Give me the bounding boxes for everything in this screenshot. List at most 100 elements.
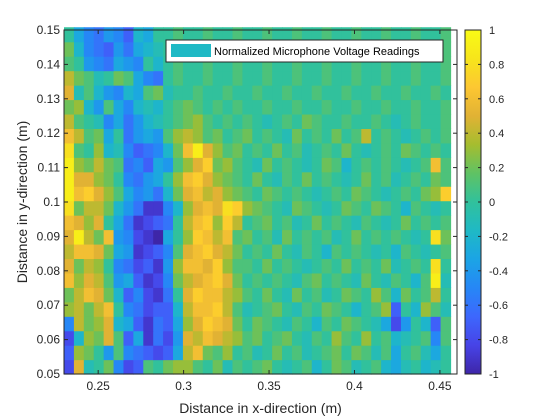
heatmap-cell <box>103 56 115 72</box>
heatmap-cell <box>192 142 204 158</box>
heatmap-cell <box>212 215 224 231</box>
heatmap-cell <box>400 258 412 274</box>
heatmap-cell <box>143 85 154 101</box>
x-tick-label: 0.3 <box>175 379 192 393</box>
heatmap-cell <box>133 243 144 260</box>
heatmap-cell <box>123 128 134 144</box>
heatmap-cell <box>331 171 343 187</box>
heatmap-cell <box>351 258 362 274</box>
heatmap-cell <box>400 287 412 303</box>
heatmap-cell <box>400 157 412 173</box>
heatmap-cell <box>321 258 333 274</box>
heatmap-cell <box>222 301 234 317</box>
heatmap-cell <box>64 113 75 129</box>
heatmap-cell <box>400 113 412 129</box>
heatmap-cell <box>73 200 85 216</box>
heatmap-cell <box>282 330 293 346</box>
heatmap-cell <box>440 258 452 274</box>
heatmap-cell <box>331 157 343 173</box>
heatmap-cell <box>371 56 382 72</box>
heatmap-cell <box>143 41 154 57</box>
heatmap-cell <box>64 200 75 216</box>
heatmap-cell <box>242 200 253 216</box>
heatmap-cell <box>103 157 115 173</box>
heatmap-cell <box>282 157 293 173</box>
heatmap-cell <box>173 287 184 303</box>
heatmap-cell <box>301 113 313 129</box>
heatmap-cell <box>73 287 85 303</box>
y-tick-label: 0.15 <box>37 23 61 37</box>
heatmap-cell <box>73 56 85 72</box>
heatmap-cell <box>182 215 194 231</box>
heatmap-cell <box>163 229 174 245</box>
heatmap-cell <box>182 142 194 158</box>
heatmap-cell <box>222 85 234 101</box>
heatmap-cell <box>202 128 214 144</box>
heatmap-cell <box>440 142 452 158</box>
heatmap-cell <box>222 215 234 231</box>
heatmap-cell <box>242 56 253 72</box>
heatmap-cell <box>173 359 184 375</box>
heatmap-cell <box>291 128 303 144</box>
heatmap-cell <box>93 345 105 361</box>
heatmap-cell <box>282 316 293 332</box>
heatmap-cell <box>103 142 115 158</box>
heatmap-cell <box>371 99 382 115</box>
heatmap-cell <box>311 345 323 361</box>
heatmap-cell <box>331 85 343 101</box>
heatmap-cell <box>163 171 174 187</box>
heatmap-cell <box>242 186 253 202</box>
heatmap-cell <box>321 27 333 43</box>
heatmap-cell <box>73 243 85 260</box>
heatmap-cell <box>341 142 353 158</box>
heatmap-cell <box>311 99 323 115</box>
heatmap-cell <box>212 56 224 72</box>
heatmap-cell <box>301 99 313 115</box>
heatmap-cell <box>311 229 323 245</box>
heatmap-cell <box>93 56 105 72</box>
heatmap-cell <box>93 171 105 187</box>
heatmap-cell <box>212 27 224 43</box>
heatmap-cell <box>182 128 194 144</box>
heatmap-cell <box>222 316 234 332</box>
heatmap-cell <box>83 200 95 216</box>
heatmap-cell <box>291 359 303 375</box>
heatmap-cell <box>361 113 372 129</box>
heatmap-cell <box>133 142 144 158</box>
heatmap-cell <box>64 171 75 187</box>
heatmap-cell <box>133 70 144 86</box>
heatmap-cell <box>341 27 353 43</box>
heatmap-cell <box>262 258 273 274</box>
heatmap-cell <box>311 70 323 86</box>
heatmap-cell <box>93 186 105 202</box>
heatmap-cell <box>192 27 204 43</box>
heatmap-cell <box>311 272 323 288</box>
heatmap-cell <box>212 200 224 216</box>
heatmap-cell <box>410 215 422 231</box>
heatmap-cell <box>173 215 184 231</box>
heatmap-cell <box>400 186 412 202</box>
heatmap-cell <box>282 272 293 288</box>
heatmap-cell <box>242 113 253 129</box>
heatmap-cell <box>252 142 263 158</box>
heatmap-cell <box>163 316 174 332</box>
heatmap-cell <box>391 142 402 158</box>
heatmap-cell <box>64 359 75 375</box>
heatmap-cell <box>252 113 263 129</box>
heatmap-cell <box>341 157 353 173</box>
heatmap-cell <box>311 56 323 72</box>
heatmap-cell <box>232 27 243 43</box>
heatmap-cell <box>93 113 105 129</box>
heatmap-cell <box>202 330 214 346</box>
heatmap-cell <box>361 128 372 144</box>
heatmap-cell <box>252 258 263 274</box>
heatmap-cell <box>391 128 402 144</box>
heatmap-cell <box>153 41 164 57</box>
heatmap-cell <box>133 56 144 72</box>
heatmap-cell <box>410 345 422 361</box>
heatmap-cell <box>113 330 125 346</box>
heatmap-cell <box>173 85 184 101</box>
heatmap-cell <box>143 301 154 317</box>
heatmap-cell <box>242 316 253 332</box>
heatmap-cell <box>192 56 204 72</box>
